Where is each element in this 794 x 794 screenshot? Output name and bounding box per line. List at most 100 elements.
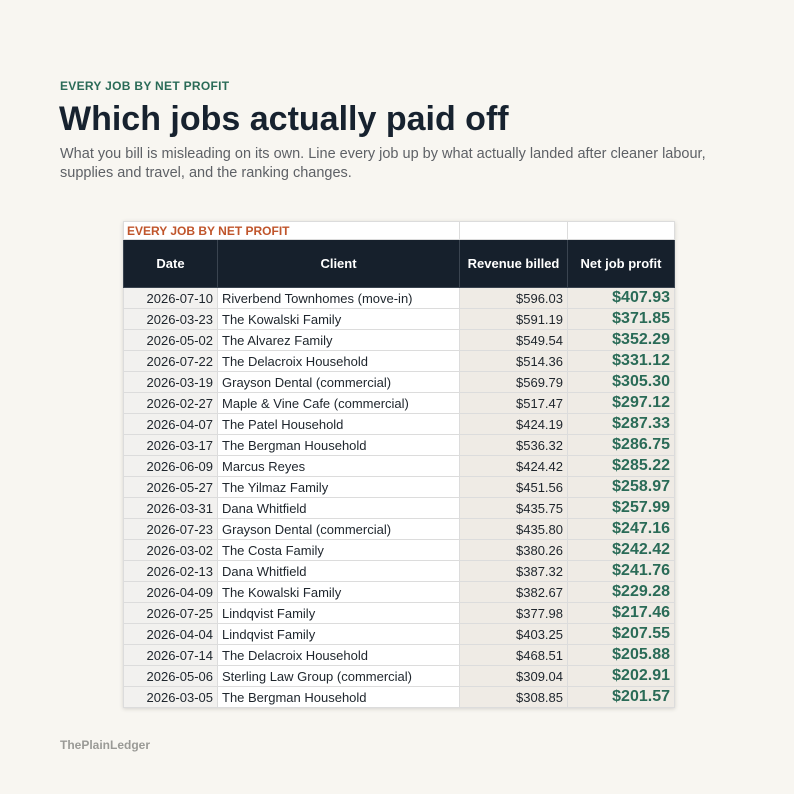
cell: The Delacroix Household: [217, 350, 460, 372]
row: 2026-04-07 The Patel Household $424.19 $287…: [123, 413, 675, 435]
cell: $451.56: [459, 476, 568, 498]
row: 2026-03-05 The Bergman Household $308.85 $2…: [123, 686, 675, 708]
cell: The Delacroix Household: [217, 644, 460, 666]
cell: The Costa Family: [217, 539, 460, 561]
cell: [459, 221, 568, 240]
subtitle: What you bill is misleading on its own. …: [60, 146, 706, 181]
cell: $424.42: [459, 455, 568, 477]
cell: 2026-07-23: [123, 518, 218, 540]
cell: $435.80: [459, 518, 568, 540]
cell: $517.47: [459, 392, 568, 414]
eyebrow: EVERY JOB BY NET PROFIT: [60, 79, 230, 93]
cell: $305.30: [567, 371, 675, 393]
cell: $435.75: [459, 497, 568, 519]
column-header: Revenue billed: [459, 239, 568, 288]
cell: $229.28: [567, 581, 675, 603]
row: 2026-02-27 Maple & Vine Cafe (commercial)…: [123, 392, 675, 414]
cell: 2026-07-14: [123, 644, 218, 666]
cell: The Alvarez Family: [217, 329, 460, 351]
cell: $591.19: [459, 308, 568, 330]
cell: $201.57: [567, 686, 675, 708]
profit-table: EVERY JOB BY NET PROFIT Date Client Revenu…: [123, 221, 675, 708]
cell: The Patel Household: [217, 413, 460, 435]
cell: The Bergman Household: [217, 686, 460, 708]
cell: 2026-03-19: [123, 371, 218, 393]
cell: $377.98: [459, 602, 568, 624]
cell: 2026-03-23: [123, 308, 218, 330]
row: 2026-03-02 The Costa Family $380.26 $242.42: [123, 539, 675, 561]
row: 2026-05-27 The Yilmaz Family $451.56 $258.9…: [123, 476, 675, 498]
row: 2026-07-14 The Delacroix Household $468.51…: [123, 644, 675, 666]
cell: $596.03: [459, 287, 568, 309]
cell: Dana Whitfield: [217, 497, 460, 519]
title: Which jobs actually paid off: [59, 100, 509, 138]
cell: Lindqvist Family: [217, 602, 460, 624]
row: 2026-03-17 The Bergman Household $536.32 $2…: [123, 434, 675, 456]
sheet-title-row: EVERY JOB BY NET PROFIT: [123, 221, 675, 240]
cell: 2026-02-13: [123, 560, 218, 582]
cell: $241.76: [567, 560, 675, 582]
cell: $217.46: [567, 602, 675, 624]
cell: Riverbend Townhomes (move-in): [217, 287, 460, 309]
cell: 2026-07-25: [123, 602, 218, 624]
cell: $403.25: [459, 623, 568, 645]
cell: $286.75: [567, 434, 675, 456]
column-header: Net job profit: [567, 239, 675, 288]
cell: The Yilmaz Family: [217, 476, 460, 498]
cell: $424.19: [459, 413, 568, 435]
cell: 2026-05-27: [123, 476, 218, 498]
cell: $287.33: [567, 413, 675, 435]
header-row: Date Client Revenue billed Net job profit: [123, 239, 675, 288]
cell: $569.79: [459, 371, 568, 393]
cell: $387.32: [459, 560, 568, 582]
cell: 2026-03-02: [123, 539, 218, 561]
cell: Grayson Dental (commercial): [217, 518, 460, 540]
sheet-title: EVERY JOB BY NET PROFIT: [123, 221, 460, 240]
cell: 2026-04-04: [123, 623, 218, 645]
cell: $468.51: [459, 644, 568, 666]
cell: $371.85: [567, 308, 675, 330]
cell: Grayson Dental (commercial): [217, 371, 460, 393]
cell: The Kowalski Family: [217, 581, 460, 603]
cell: 2026-07-22: [123, 350, 218, 372]
row: 2026-03-19 Grayson Dental (commercial) $56…: [123, 371, 675, 393]
cell: 2026-03-31: [123, 497, 218, 519]
cell: [567, 221, 675, 240]
row: 2026-06-09 Marcus Reyes $424.42 $285.22: [123, 455, 675, 477]
row: 2026-07-25 Lindqvist Family $377.98 $217.46: [123, 602, 675, 624]
cell: $407.93: [567, 287, 675, 309]
cell: Lindqvist Family: [217, 623, 460, 645]
cell: $207.55: [567, 623, 675, 645]
row: 2026-05-06 Sterling Law Group (commercial…: [123, 665, 675, 687]
row: 2026-07-10 Riverbend Townhomes (move-in) $…: [123, 287, 675, 309]
row: 2026-02-13 Dana Whitfield $387.32 $241.76: [123, 560, 675, 582]
column-header: Date: [123, 239, 218, 288]
cell: The Kowalski Family: [217, 308, 460, 330]
cell: Marcus Reyes: [217, 455, 460, 477]
cell: $382.67: [459, 581, 568, 603]
cell: $258.97: [567, 476, 675, 498]
column-header: Client: [217, 239, 460, 288]
cell: $331.12: [567, 350, 675, 372]
cell: $242.42: [567, 539, 675, 561]
cell: 2026-05-06: [123, 665, 218, 687]
row: 2026-07-23 Grayson Dental (commercial) $43…: [123, 518, 675, 540]
cell: 2026-05-02: [123, 329, 218, 351]
cell: Sterling Law Group (commercial): [217, 665, 460, 687]
cell: 2026-06-09: [123, 455, 218, 477]
cell: $352.29: [567, 329, 675, 351]
cell: 2026-02-27: [123, 392, 218, 414]
cell: $308.85: [459, 686, 568, 708]
cell: $536.32: [459, 434, 568, 456]
cell: $285.22: [567, 455, 675, 477]
cell: 2026-04-07: [123, 413, 218, 435]
cell: Dana Whitfield: [217, 560, 460, 582]
row: 2026-03-31 Dana Whitfield $435.75 $257.99: [123, 497, 675, 519]
cell: $205.88: [567, 644, 675, 666]
row: 2026-05-02 The Alvarez Family $549.54 $352.…: [123, 329, 675, 351]
cell: $549.54: [459, 329, 568, 351]
cell: $514.36: [459, 350, 568, 372]
cell: Maple & Vine Cafe (commercial): [217, 392, 460, 414]
cell: 2026-03-05: [123, 686, 218, 708]
